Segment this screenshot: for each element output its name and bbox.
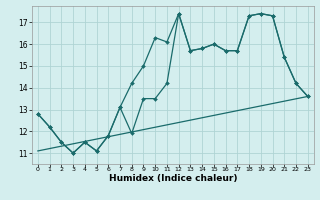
X-axis label: Humidex (Indice chaleur): Humidex (Indice chaleur)	[108, 174, 237, 183]
